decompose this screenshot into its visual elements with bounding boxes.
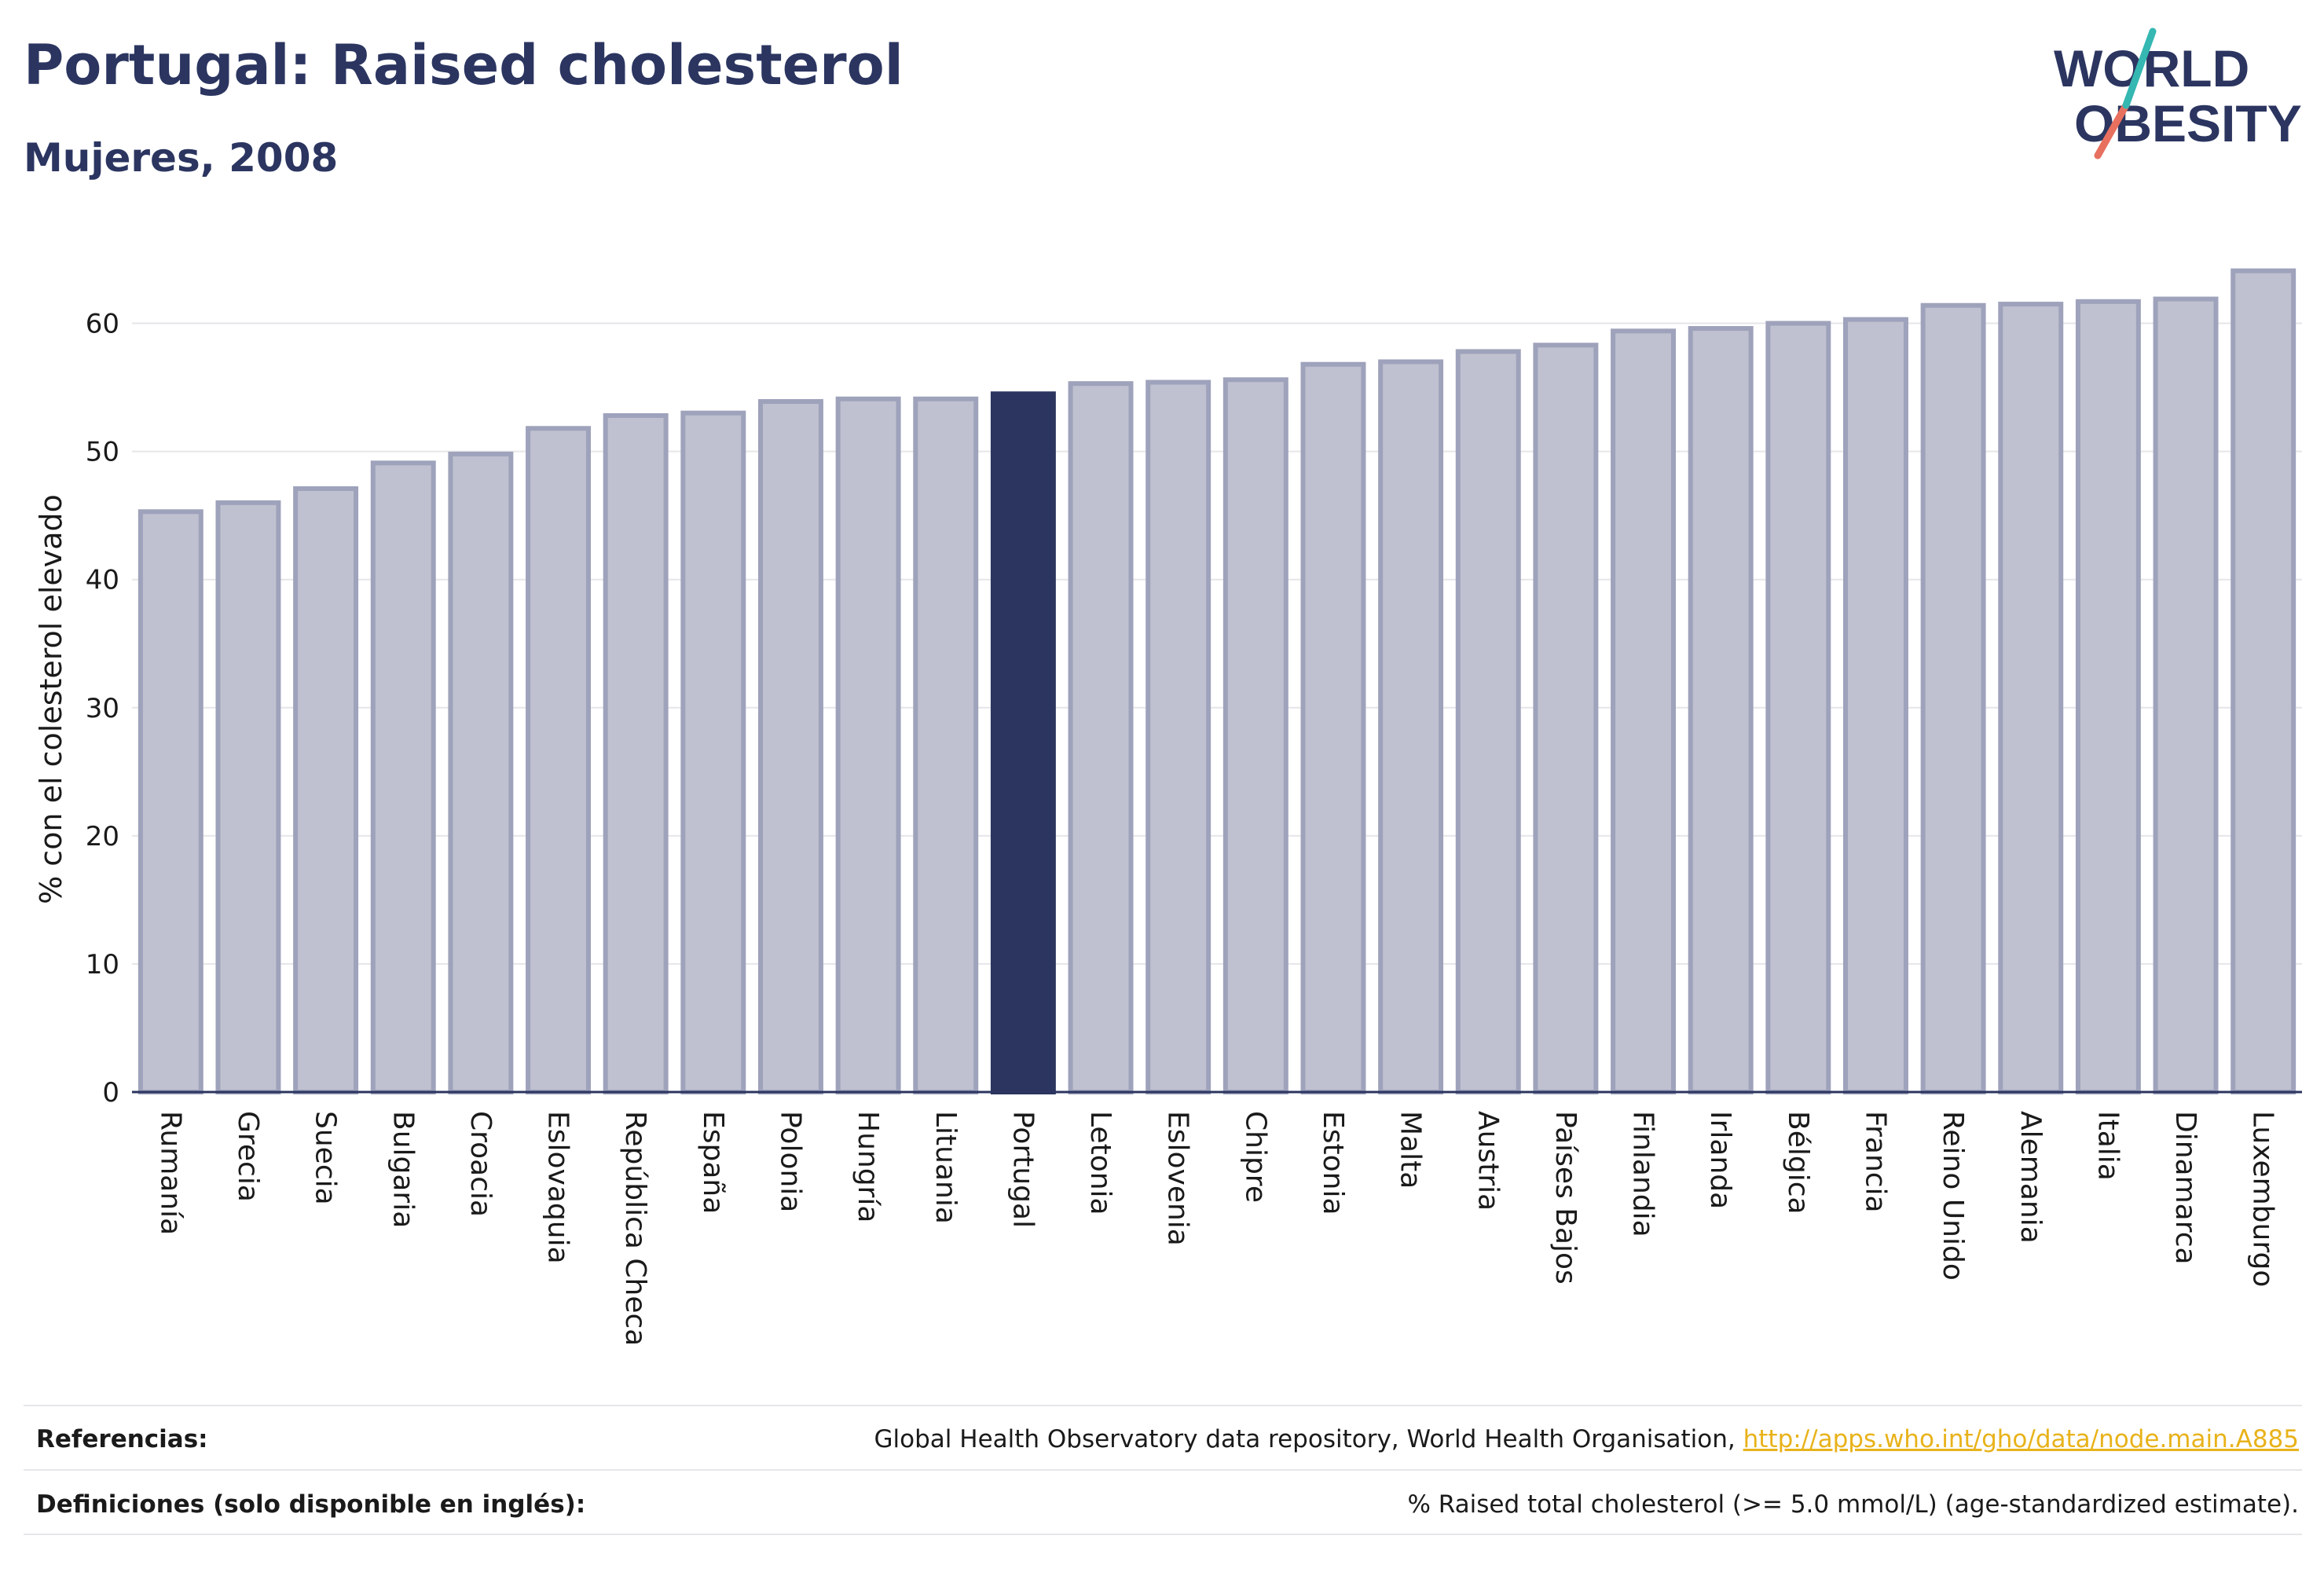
bar-6 [526,426,592,1094]
page-subtitle: Mujeres, 2008 [24,135,339,181]
footer-rule-top [24,1405,2302,1406]
x-tick-label: Bulgaria [387,1111,419,1228]
x-tick-label: Estonia [1317,1111,1349,1215]
bar-chart: 0 10 20 30 40 50 60 % con el colesterol elevado… [34,268,2302,1346]
x-tick-label: Bélgica [1782,1111,1814,1215]
references-link[interactable]: http://apps.who.int/gho/data/node.main.A… [1743,1425,2299,1453]
bar-5 [448,451,514,1094]
references-label: Referencias: [36,1425,208,1453]
bar-12 [990,391,1056,1094]
x-tick-label: Reino Unido [1937,1111,1969,1281]
bar-17 [1378,359,1444,1094]
x-tick-label: Francia [1859,1111,1891,1213]
bar-18 [1455,349,1521,1094]
bar-26 [2075,299,2141,1095]
x-tick-label: Portugal [1006,1111,1039,1228]
x-tick-label: Eslovaquia [542,1111,574,1264]
x-tick-label: Suecia [310,1111,342,1205]
x-tick-label: Rumanía [154,1111,186,1235]
bar-16 [1300,361,1366,1094]
y-tick-label: 50 [86,437,119,468]
logo-slash-teal [2122,27,2157,109]
x-tick-label: Malta [1395,1111,1427,1189]
x-tick-label: Croacia [464,1111,497,1217]
x-tick-label: Eslovenia [1162,1111,1194,1246]
x-tick-label: Italia [2091,1111,2124,1181]
footer-rule-bottom [24,1534,2302,1535]
x-tick-label: España [697,1111,729,1214]
bar-7 [603,412,669,1094]
bar-23 [1842,317,1908,1094]
y-tick-label: 20 [86,821,119,852]
logo-line-1: WORLD [2054,39,2249,97]
x-tick-label: República Checa [619,1111,651,1346]
page-title: Portugal: Raised cholesterol [24,33,904,97]
definitions-label: Definiciones (solo disponible en inglés)… [36,1490,586,1519]
x-tick-label: Letonia [1084,1111,1116,1215]
x-tick-label: Hungría [852,1111,884,1222]
x-tick-label: Países Bajos [1549,1111,1582,1285]
x-tick-label: Lituania [929,1111,962,1224]
x-tick-label: Alemania [2014,1111,2047,1244]
bar-22 [1765,321,1831,1094]
bar-3 [293,486,359,1094]
footer-rule-middle [24,1469,2302,1471]
bar-25 [1998,302,2064,1095]
bar-2 [215,500,281,1094]
references-value: Global Health Observatory data repositor… [874,1425,2299,1453]
bar-4 [370,460,436,1094]
bar-13 [1068,381,1134,1094]
bar-11 [913,396,979,1094]
y-axis-label: % con el colesterol elevado [34,494,68,904]
bar-20 [1611,328,1677,1095]
world-obesity-logo: WORLD OBESITY [2054,27,2302,159]
bar-19 [1533,343,1599,1094]
x-tick-label: Grecia [232,1111,264,1202]
x-tick-label: Finlandia [1627,1111,1659,1237]
bar-10 [835,396,901,1094]
x-tick-label: Chipre [1239,1111,1271,1203]
bar-14 [1146,379,1211,1094]
bar-21 [1688,326,1754,1094]
x-tick-label: Luxemburgo [2247,1111,2279,1287]
x-tick-label: Austria [1472,1111,1504,1211]
y-tick-label: 10 [86,949,119,980]
x-tick-label: Dinamarca [2169,1111,2201,1265]
bar-28 [2231,268,2297,1095]
bar-8 [680,410,746,1094]
bar-27 [2153,296,2219,1094]
bar-9 [757,399,823,1094]
y-tick-label: 60 [86,309,119,340]
y-tick-label: 0 [102,1077,119,1109]
definitions-value: % Raised total cholesterol (>= 5.0 mmol/… [1407,1490,2299,1519]
references-text: Global Health Observatory data repositor… [874,1425,1743,1453]
bar-24 [1920,302,1986,1094]
logo-slash-coral [2094,101,2130,159]
bar-1 [137,509,203,1094]
x-tick-label: Irlanda [1704,1111,1736,1209]
y-tick-label: 30 [86,693,119,724]
y-tick-label: 40 [86,565,119,596]
bar-15 [1222,377,1288,1094]
x-tick-label: Polonia [774,1111,806,1212]
